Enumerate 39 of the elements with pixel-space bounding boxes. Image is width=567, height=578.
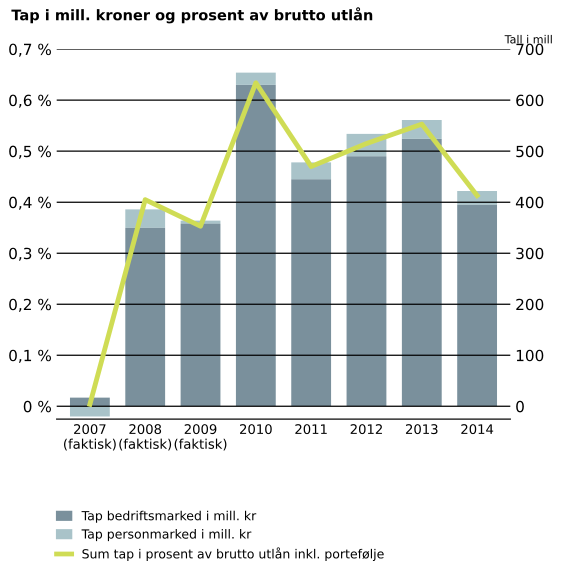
x-tick-label: 2009 (faktisk)	[174, 424, 226, 450]
bar	[180, 224, 220, 406]
y-tick-label: 0,4 %	[9, 196, 51, 210]
line-series	[87, 80, 480, 407]
y-tick-label: 0,1 %	[9, 350, 51, 363]
y2-tick-label: 600	[516, 94, 544, 106]
bar	[236, 72, 276, 85]
bar	[70, 406, 110, 416]
y-tick-label: 0,2 %	[9, 298, 51, 312]
bar	[402, 138, 442, 406]
x-tick-label: 2013	[406, 424, 438, 434]
y-tick-label: 0,5 %	[9, 146, 51, 159]
chart-title: Tap i mill. kroner og prosent av brutto utlån	[11, 7, 372, 24]
x-tick-label: 2012	[350, 424, 382, 434]
x-tick-label: 2011	[295, 424, 327, 434]
legend-label: Tap personmarked i mill. kr	[82, 529, 252, 542]
bar	[457, 204, 498, 406]
y-tick-label: 0 %	[24, 400, 51, 412]
y2-tick-label: 100	[516, 350, 544, 362]
x-tick-label: 2014	[461, 424, 494, 434]
y2-tick-label: 300	[516, 248, 544, 260]
y2-tick-label: 200	[516, 298, 544, 310]
bar	[346, 156, 386, 406]
bar	[291, 179, 332, 406]
y-tick-label: 0,3 %	[9, 248, 51, 261]
y-tick-label: 0,6 %	[9, 94, 51, 108]
y-tick-label: 0,7 %	[9, 44, 51, 57]
x-tick-label: 2007 (faktisk)	[64, 424, 116, 450]
x-tick-label: 2010	[240, 424, 272, 434]
y2-tick-label: 0	[516, 400, 524, 412]
bar	[125, 228, 166, 406]
x-tick-label: 2008 (faktisk)	[119, 424, 172, 450]
y2-tick-label: 700	[516, 44, 544, 56]
legend-label: Tap bedriftsmarked i mill. kr	[82, 510, 256, 523]
y2-axis-title: Tall i mill	[504, 34, 552, 44]
bar	[236, 84, 276, 406]
legend-label: Sum tap i prosent av brutto utlån inkl. portefølje	[82, 547, 384, 561]
y2-tick-label: 400	[516, 196, 544, 208]
y2-tick-label: 500	[516, 146, 544, 158]
